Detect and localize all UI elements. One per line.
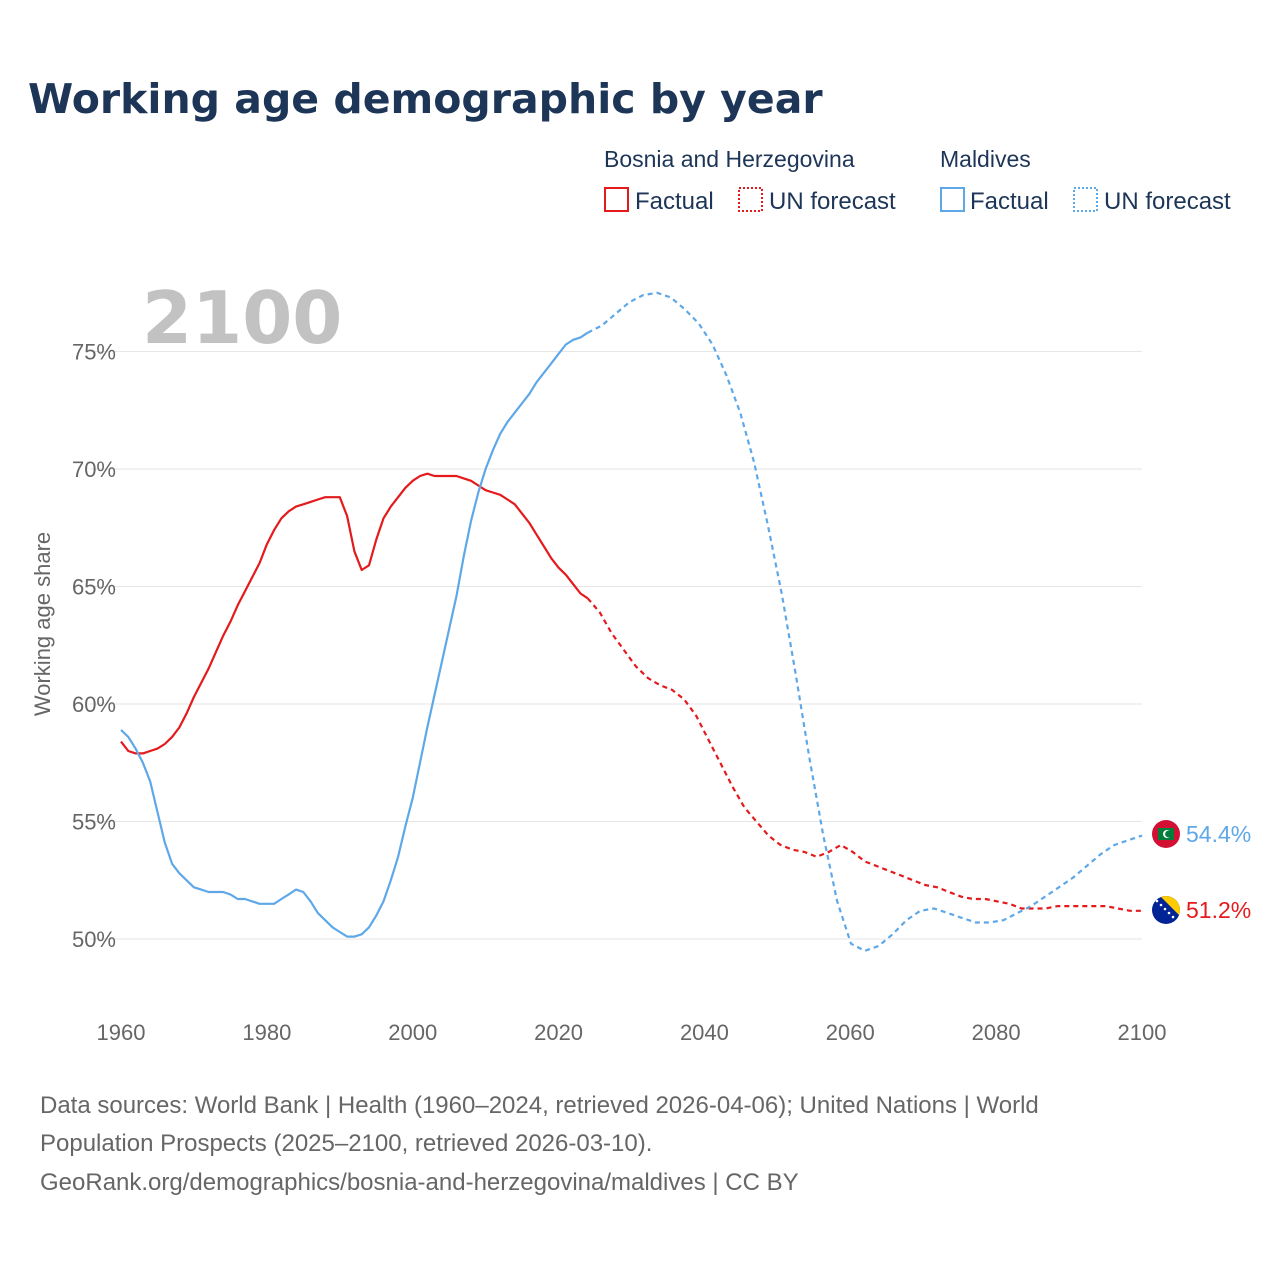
x-tick-label: 2040 <box>680 1020 729 1045</box>
x-tick-label: 2100 <box>1118 1020 1167 1045</box>
legend-swatch-bosnia-forecast[interactable] <box>738 187 763 212</box>
legend-group-bosnia: Bosnia and Herzegovina <box>604 146 855 172</box>
gridlines <box>90 351 1142 940</box>
end-marker-maldives: 54.4% <box>1152 820 1251 848</box>
y-tick-label: 55% <box>72 810 116 835</box>
legend-swatch-maldives-forecast[interactable] <box>1073 187 1098 212</box>
current-year-label: 2100 <box>142 276 342 360</box>
legend-label-bosnia-forecast[interactable]: UN forecast <box>769 188 896 215</box>
legend-swatch-maldives-factual[interactable] <box>940 187 965 212</box>
y-tick-label: 50% <box>72 927 116 952</box>
bosnia-flag-icon <box>1152 896 1180 924</box>
y-tick-label: 70% <box>72 457 116 482</box>
source-line-2: Population Prospects (2025–2100, retriev… <box>40 1130 652 1157</box>
y-axis-label: Working age share <box>30 532 55 716</box>
source-line-1: Data sources: World Bank | Health (1960–… <box>40 1092 1039 1119</box>
end-label-bosnia: 51.2% <box>1186 897 1251 923</box>
source-link[interactable]: GeoRank.org/demographics/bosnia-and-herz… <box>40 1169 799 1196</box>
series-lines <box>120 291 1143 952</box>
series-line-bosnia-and-herzegovina-factual[interactable] <box>120 472 589 755</box>
legend: Bosnia and Herzegovina Factual UN foreca… <box>604 146 1231 215</box>
x-axis: 1960 1980 2000 2020 2040 2060 2080 2100 <box>97 1020 1167 1045</box>
x-tick-label: 1980 <box>242 1020 291 1045</box>
x-tick-label: 2020 <box>534 1020 583 1045</box>
series-line-maldives-forecast[interactable] <box>587 291 1143 952</box>
end-label-maldives: 54.4% <box>1186 821 1251 847</box>
x-tick-label: 2060 <box>826 1020 875 1045</box>
legend-group-maldives: Maldives <box>940 146 1031 172</box>
legend-label-maldives-factual[interactable]: Factual <box>970 188 1049 215</box>
end-marker-bosnia: 51.2% <box>1152 896 1251 924</box>
y-tick-label: 75% <box>72 340 116 365</box>
legend-swatch-bosnia-factual[interactable] <box>604 187 629 212</box>
x-tick-label: 2080 <box>972 1020 1021 1045</box>
series-line-maldives-factual[interactable] <box>120 331 589 938</box>
x-tick-label: 2000 <box>388 1020 437 1045</box>
y-tick-label: 60% <box>72 692 116 717</box>
legend-label-bosnia-factual[interactable]: Factual <box>635 188 714 215</box>
x-tick-label: 1960 <box>97 1020 146 1045</box>
maldives-flag-crescent-cut <box>1165 830 1172 838</box>
y-tick-label: 65% <box>72 575 116 600</box>
legend-label-maldives-forecast[interactable]: UN forecast <box>1104 188 1231 215</box>
series-line-bosnia-and-herzegovina-forecast[interactable] <box>586 597 1142 912</box>
chart-title: Working age demographic by year <box>28 75 823 123</box>
y-axis: 50% 55% 60% 65% 70% 75% <box>72 340 116 953</box>
